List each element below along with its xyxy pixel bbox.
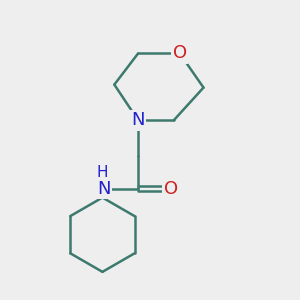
Text: O: O xyxy=(164,180,178,198)
Text: N: N xyxy=(131,111,145,129)
Text: O: O xyxy=(173,44,187,62)
Text: H: H xyxy=(97,165,108,180)
Text: N: N xyxy=(97,180,111,198)
